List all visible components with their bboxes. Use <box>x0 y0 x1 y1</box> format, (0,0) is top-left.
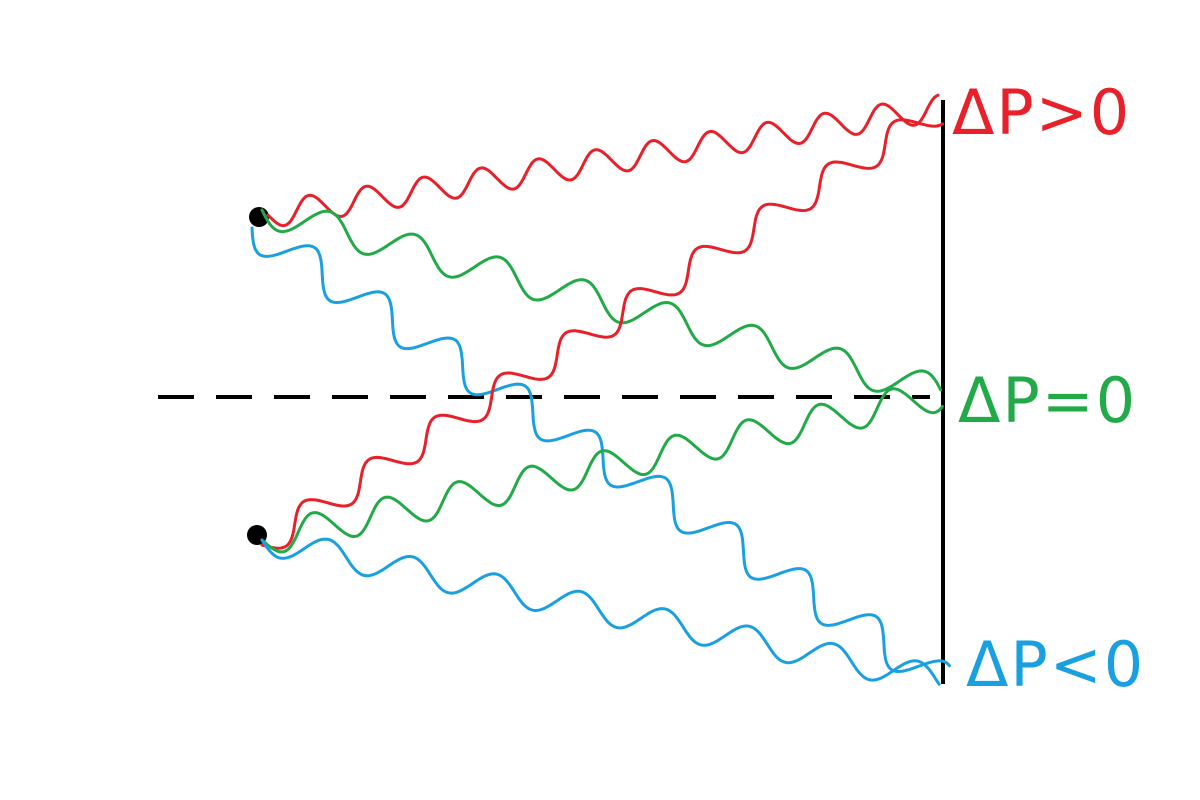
label-delta-p-negative: ΔP<0 <box>966 628 1146 701</box>
wave-top-red <box>266 93 940 228</box>
wave-bottom-blue <box>260 537 941 686</box>
label-delta-p-positive: ΔP>0 <box>952 76 1132 149</box>
wave-top-green <box>260 208 943 393</box>
wave-bottom-green <box>260 387 944 554</box>
label-delta-p-zero: ΔP=0 <box>958 364 1138 437</box>
wave-paths <box>250 93 951 686</box>
wave-top-blue <box>250 226 951 673</box>
wave-bottom-red <box>260 118 945 550</box>
